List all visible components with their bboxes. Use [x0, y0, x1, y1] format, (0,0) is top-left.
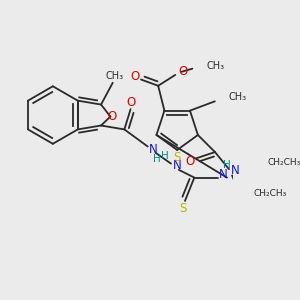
Text: H: H [153, 154, 161, 164]
Text: CH₂CH₃: CH₂CH₃ [254, 189, 287, 198]
Text: O: O [107, 110, 117, 123]
Text: N: N [172, 159, 181, 172]
Text: O: O [185, 155, 195, 168]
Text: CH₂CH₃: CH₂CH₃ [268, 158, 300, 167]
Text: H: H [161, 151, 169, 161]
Text: O: O [178, 65, 188, 78]
Text: S: S [180, 202, 187, 215]
Text: O: O [126, 96, 135, 109]
Text: CH₃: CH₃ [229, 92, 247, 102]
Text: S: S [173, 151, 181, 164]
Text: N: N [149, 143, 158, 156]
Text: O: O [130, 70, 140, 83]
Text: H: H [223, 160, 231, 170]
Text: N: N [219, 168, 228, 181]
Text: N: N [230, 164, 239, 177]
Text: CH₃: CH₃ [206, 61, 224, 70]
Text: CH₃: CH₃ [105, 71, 123, 81]
